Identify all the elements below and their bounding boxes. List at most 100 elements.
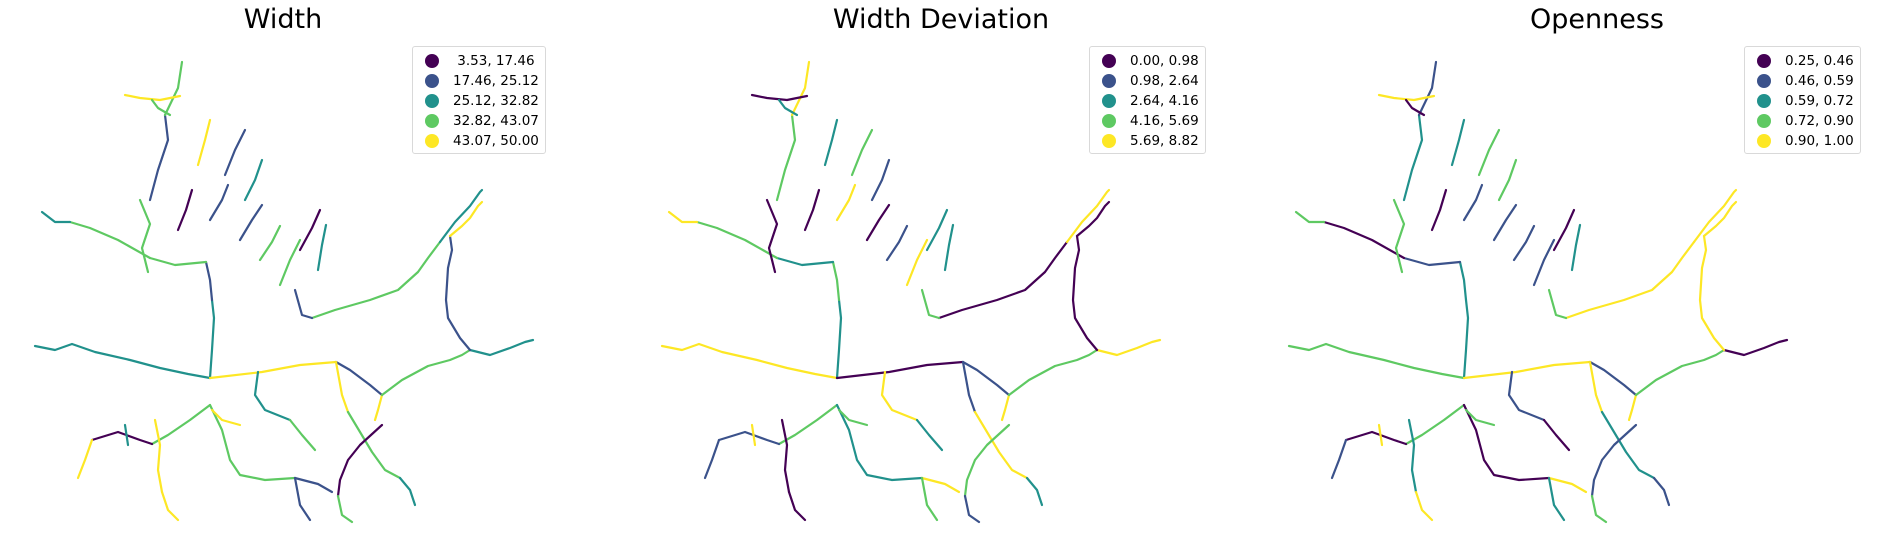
street-segment — [123, 423, 130, 447]
street-segment — [258, 224, 282, 262]
street-segment — [915, 418, 944, 452]
street-segment — [1462, 403, 1551, 482]
legend-label: 0.90, 1.00 — [1785, 133, 1854, 149]
street-segment — [1570, 223, 1582, 272]
street-segment — [750, 93, 809, 102]
street-segment — [293, 476, 334, 494]
legend-item: 17.46, 25.12 — [419, 71, 539, 91]
legend-swatch — [1102, 134, 1116, 148]
street-segment — [943, 223, 955, 272]
street-segment — [777, 98, 799, 117]
legend-swatch — [1757, 54, 1771, 68]
street-segment — [150, 403, 212, 446]
street-segment — [1547, 476, 1566, 522]
street-segment — [835, 403, 924, 482]
street-segment — [1698, 234, 1726, 352]
street-segment — [1634, 348, 1726, 397]
street-segment — [1722, 338, 1789, 357]
panel-title: Width Deviation — [832, 4, 1050, 35]
legend-item: 2.64, 4.16 — [1096, 91, 1199, 111]
street-segment — [1542, 418, 1571, 452]
legend-label: 32.82, 43.07 — [453, 113, 539, 129]
street-segment — [1507, 370, 1546, 422]
street-segment — [1344, 430, 1408, 446]
panel-width: Width 3.53, 17.46 17.46, 25.12 25.12, 32… — [0, 0, 627, 556]
street-segment — [468, 338, 535, 357]
street-segment — [1692, 188, 1738, 244]
legend-item: 43.07, 50.00 — [419, 131, 539, 151]
street-segment — [138, 198, 152, 274]
street-segment — [835, 360, 965, 380]
street-segment — [1000, 393, 1011, 422]
street-segment — [1404, 98, 1426, 117]
legend-swatch — [1757, 74, 1771, 88]
legend-swatch — [1757, 114, 1771, 128]
street-segment — [1564, 240, 1696, 320]
street-segment — [750, 423, 757, 447]
street-segment — [293, 476, 312, 522]
street-segment — [438, 188, 484, 244]
street-segment — [148, 256, 208, 267]
street-segment — [790, 60, 811, 117]
street-segment — [1392, 198, 1406, 274]
street-segment — [1287, 342, 1466, 380]
street-segment — [777, 403, 839, 446]
street-segment — [1377, 93, 1436, 102]
legend-item: 32.82, 43.07 — [419, 111, 539, 131]
street-segment — [210, 408, 242, 427]
street-segment — [1417, 60, 1438, 117]
street-segment — [835, 298, 843, 380]
legend-label: 2.64, 4.16 — [1130, 93, 1199, 109]
street-segment — [1464, 408, 1496, 427]
legend-item: 0.90, 1.00 — [1751, 131, 1854, 151]
street-segment — [963, 423, 1011, 498]
street-segment — [204, 260, 214, 302]
street-segment — [1322, 220, 1406, 260]
street-segment — [1590, 423, 1638, 498]
legend-label: 43.07, 50.00 — [453, 133, 539, 149]
street-segment — [1095, 338, 1162, 357]
street-segment — [870, 158, 891, 202]
street-segment — [336, 494, 354, 524]
legend-swatch — [1757, 134, 1771, 148]
street-segment — [835, 183, 857, 222]
street-segment — [163, 60, 184, 117]
legend-swatch — [425, 74, 439, 88]
street-segment — [937, 240, 1069, 320]
street-segment — [780, 418, 791, 494]
street-segment — [1450, 118, 1466, 167]
panel-title: Openness — [1530, 4, 1664, 35]
street-segment — [1497, 158, 1518, 202]
street-segment — [1552, 208, 1576, 252]
legend-swatch — [1102, 94, 1116, 108]
legend-label: 25.12, 32.82 — [453, 93, 539, 109]
legend-item: 0.00, 0.98 — [1096, 51, 1199, 71]
street-segment — [787, 490, 807, 522]
street-segment — [1075, 200, 1111, 238]
street-segment — [90, 430, 154, 446]
street-segment — [1065, 188, 1111, 244]
street-segment — [1512, 224, 1536, 262]
legend-item: 0.98, 2.64 — [1096, 71, 1199, 91]
street-segment — [346, 410, 402, 480]
street-segment — [660, 342, 839, 380]
legend: 0.25, 0.46 0.46, 0.59 0.59, 0.72 0.72, 0… — [1744, 46, 1861, 154]
street-segment — [310, 240, 442, 320]
legend-swatch — [1102, 54, 1116, 68]
legend-swatch — [425, 54, 439, 68]
street-segment — [278, 238, 302, 287]
street-segment — [444, 234, 472, 352]
street-segment — [1330, 438, 1348, 480]
street-segment — [373, 393, 384, 422]
street-segment — [196, 118, 212, 167]
street-segment — [1430, 188, 1448, 232]
legend-item: 0.59, 0.72 — [1751, 91, 1854, 111]
street-segment — [1458, 260, 1468, 302]
street-segment — [1414, 490, 1434, 522]
legend: 0.00, 0.98 0.98, 2.64 2.64, 4.16 4.16, 5… — [1089, 46, 1206, 154]
legend-swatch — [1757, 94, 1771, 108]
legend-item: 3.53, 17.46 — [419, 51, 539, 71]
street-network-map — [1287, 60, 1789, 524]
street-segment — [153, 418, 164, 494]
street-segment — [1462, 298, 1470, 380]
